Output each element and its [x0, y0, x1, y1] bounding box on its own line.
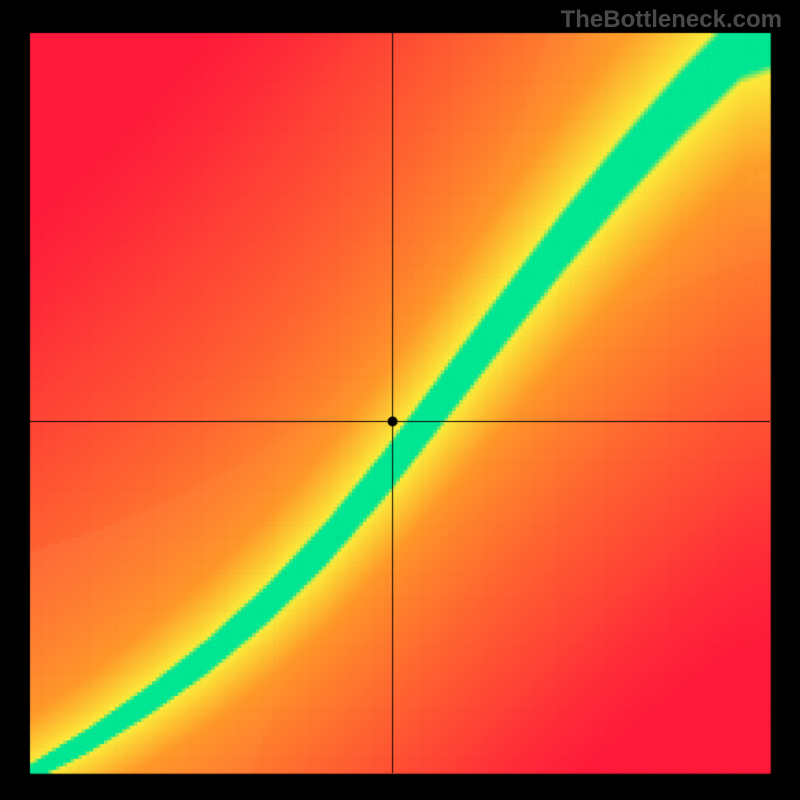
watermark-text: TheBottleneck.com — [561, 6, 782, 34]
bottleneck-heatmap — [0, 0, 800, 800]
chart-container: TheBottleneck.com — [0, 0, 800, 800]
